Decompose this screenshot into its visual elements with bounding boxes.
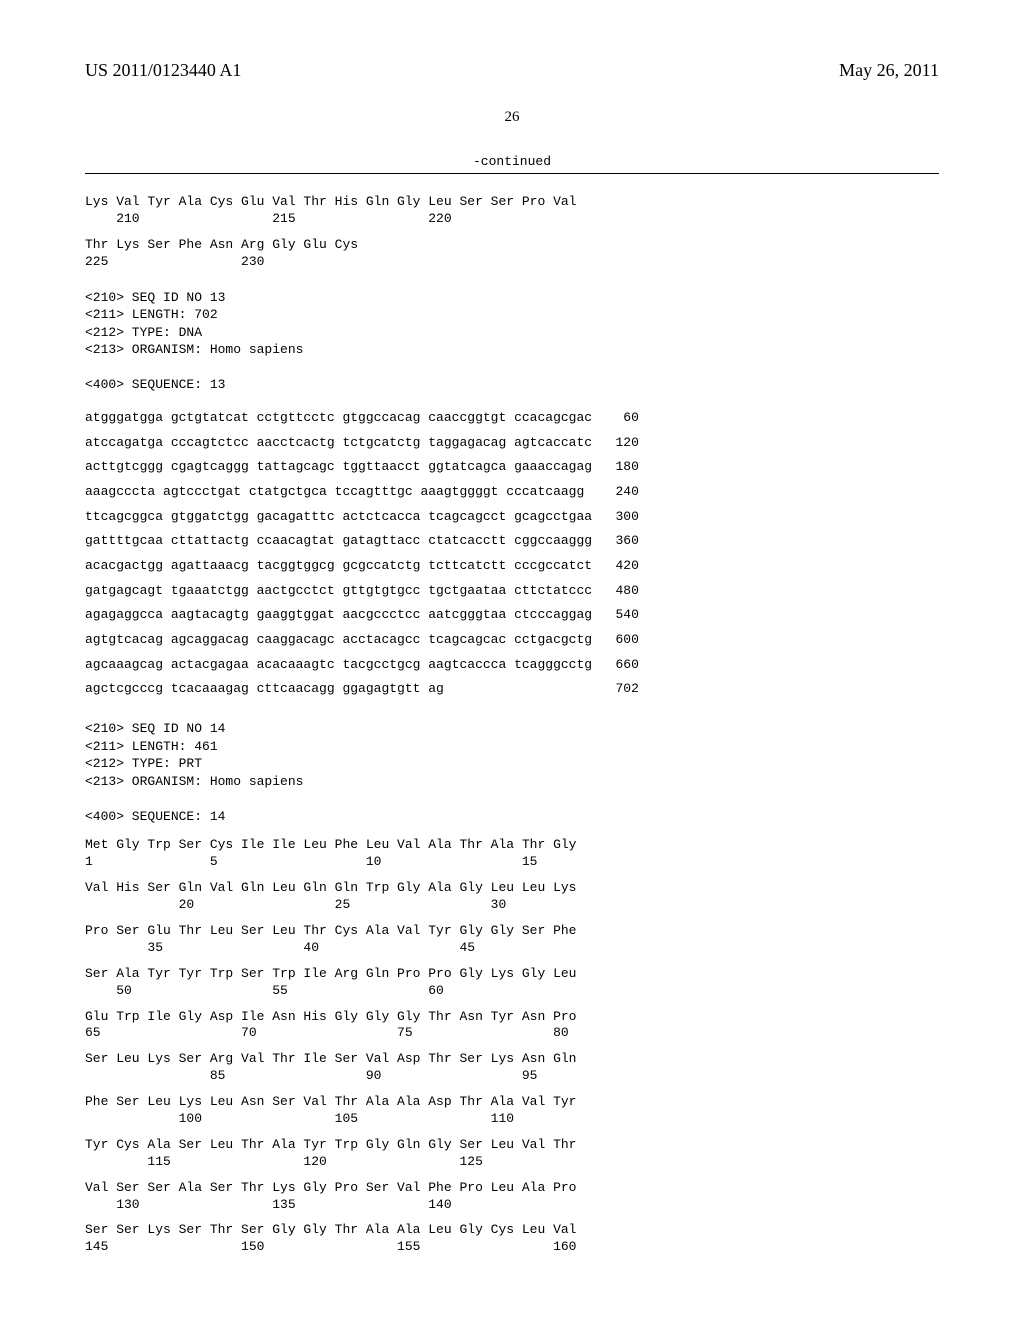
protein-tail-block: Lys Val Tyr Ala Cys Glu Val Thr His Gln … bbox=[85, 194, 939, 271]
protein-line: Ser Leu Lys Ser Arg Val Thr Ile Ser Val … bbox=[85, 1051, 939, 1085]
seq14-protein-block: Met Gly Trp Ser Cys Ile Ile Leu Phe Leu … bbox=[85, 837, 939, 1256]
horizontal-rule bbox=[85, 173, 939, 174]
publication-number: US 2011/0123440 A1 bbox=[85, 60, 241, 81]
page-number: 26 bbox=[85, 109, 939, 126]
dna-line: agcaaagcag actacgagaa acacaaagtc tacgcct… bbox=[85, 653, 939, 678]
patent-page: US 2011/0123440 A1 May 26, 2011 26 -cont… bbox=[0, 0, 1024, 1305]
dna-line: agagaggcca aagtacagtg gaaggtggat aacgccc… bbox=[85, 603, 939, 628]
protein-line: Lys Val Tyr Ala Cys Glu Val Thr His Gln … bbox=[85, 194, 939, 228]
page-header: US 2011/0123440 A1 May 26, 2011 bbox=[85, 60, 939, 81]
dna-line: aaagcccta agtccctgat ctatgctgca tccagttt… bbox=[85, 480, 939, 505]
dna-line: atccagatga cccagtctcc aacctcactg tctgcat… bbox=[85, 431, 939, 456]
protein-line: Pro Ser Glu Thr Leu Ser Leu Thr Cys Ala … bbox=[85, 923, 939, 957]
dna-line: acttgtcggg cgagtcaggg tattagcagc tggttaa… bbox=[85, 455, 939, 480]
dna-line: atgggatgga gctgtatcat cctgttcctc gtggcca… bbox=[85, 406, 939, 431]
dna-line: acacgactgg agattaaacg tacggtggcg gcgccat… bbox=[85, 554, 939, 579]
dna-line: gattttgcaa cttattactg ccaacagtat gatagtt… bbox=[85, 529, 939, 554]
protein-line: Val Ser Ser Ala Ser Thr Lys Gly Pro Ser … bbox=[85, 1180, 939, 1214]
protein-line: Thr Lys Ser Phe Asn Arg Gly Glu Cys 225 … bbox=[85, 237, 939, 271]
protein-line: Phe Ser Leu Lys Leu Asn Ser Val Thr Ala … bbox=[85, 1094, 939, 1128]
dna-line: agtgtcacag agcaggacag caaggacagc acctaca… bbox=[85, 628, 939, 653]
seq14-header: <210> SEQ ID NO 14 <211> LENGTH: 461 <21… bbox=[85, 720, 939, 825]
publication-date: May 26, 2011 bbox=[839, 60, 939, 81]
dna-line: agctcgcccg tcacaaagag cttcaacagg ggagagt… bbox=[85, 677, 939, 702]
protein-line: Ser Ser Lys Ser Thr Ser Gly Gly Thr Ala … bbox=[85, 1222, 939, 1256]
continued-label: -continued bbox=[85, 154, 939, 169]
dna-line: gatgagcagt tgaaatctgg aactgcctct gttgtgt… bbox=[85, 579, 939, 604]
protein-line: Met Gly Trp Ser Cys Ile Ile Leu Phe Leu … bbox=[85, 837, 939, 871]
seq13-dna-block: atgggatgga gctgtatcat cctgttcctc gtggcca… bbox=[85, 406, 939, 702]
dna-line: ttcagcggca gtggatctgg gacagatttc actctca… bbox=[85, 505, 939, 530]
protein-line: Tyr Cys Ala Ser Leu Thr Ala Tyr Trp Gly … bbox=[85, 1137, 939, 1171]
seq13-header: <210> SEQ ID NO 13 <211> LENGTH: 702 <21… bbox=[85, 289, 939, 394]
protein-line: Glu Trp Ile Gly Asp Ile Asn His Gly Gly … bbox=[85, 1009, 939, 1043]
protein-line: Val His Ser Gln Val Gln Leu Gln Gln Trp … bbox=[85, 880, 939, 914]
protein-line: Ser Ala Tyr Tyr Trp Ser Trp Ile Arg Gln … bbox=[85, 966, 939, 1000]
